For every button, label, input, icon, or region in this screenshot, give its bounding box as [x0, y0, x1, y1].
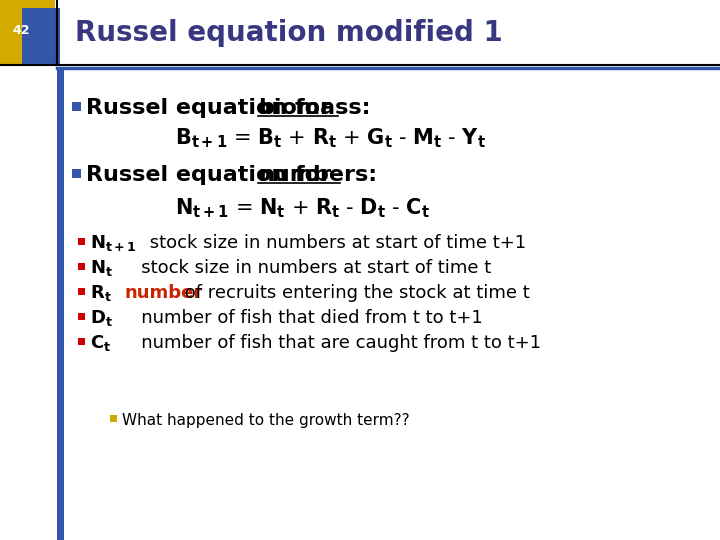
Bar — [78, 338, 85, 345]
Text: number: number — [124, 284, 202, 302]
Text: $\mathbf{D_t}$: $\mathbf{D_t}$ — [90, 308, 113, 328]
Text: Russel equation for: Russel equation for — [86, 165, 338, 185]
Text: stock size in numbers at start of time t: stock size in numbers at start of time t — [124, 259, 491, 277]
Bar — [78, 263, 85, 270]
Text: $\mathbf{N_t}$: $\mathbf{N_t}$ — [90, 258, 113, 278]
Text: numbers:: numbers: — [258, 165, 377, 185]
Text: number of fish that died from t to t+1: number of fish that died from t to t+1 — [124, 309, 482, 327]
Bar — [78, 288, 85, 295]
Bar — [0, 0, 55, 65]
Text: biomass:: biomass: — [258, 98, 371, 118]
Text: stock size in numbers at start of time t+1: stock size in numbers at start of time t… — [144, 234, 526, 252]
Bar — [72, 102, 81, 111]
Text: What happened to the growth term??: What happened to the growth term?? — [122, 413, 410, 428]
Bar — [22, 8, 60, 65]
Bar — [57, 68, 64, 540]
Text: $\mathbf{C_t}$: $\mathbf{C_t}$ — [90, 333, 111, 353]
Text: Russel equation for: Russel equation for — [86, 98, 338, 118]
Text: $\mathbf{N_{t+1}}$ = $\mathbf{N_t}$ + $\mathbf{R_t}$ - $\mathbf{D_t}$ - $\mathbf: $\mathbf{N_{t+1}}$ = $\mathbf{N_t}$ + $\… — [175, 196, 430, 220]
Bar — [72, 169, 81, 178]
Text: number of fish that are caught from t to t+1: number of fish that are caught from t to… — [124, 334, 541, 352]
Text: 42: 42 — [12, 24, 30, 37]
Text: of recruits entering the stock at time t: of recruits entering the stock at time t — [179, 284, 530, 302]
Bar — [110, 415, 117, 422]
Text: Russel equation modified 1: Russel equation modified 1 — [75, 19, 503, 47]
Text: $\mathbf{B_{t+1}}$ = $\mathbf{B_t}$ + $\mathbf{R_t}$ + $\mathbf{G_t}$ - $\mathbf: $\mathbf{B_{t+1}}$ = $\mathbf{B_t}$ + $\… — [175, 126, 486, 150]
Bar — [78, 238, 85, 245]
Text: $\mathbf{N_{t+1}}$: $\mathbf{N_{t+1}}$ — [90, 233, 137, 253]
Bar — [78, 313, 85, 320]
Text: $\mathbf{R_t}$: $\mathbf{R_t}$ — [90, 283, 112, 303]
